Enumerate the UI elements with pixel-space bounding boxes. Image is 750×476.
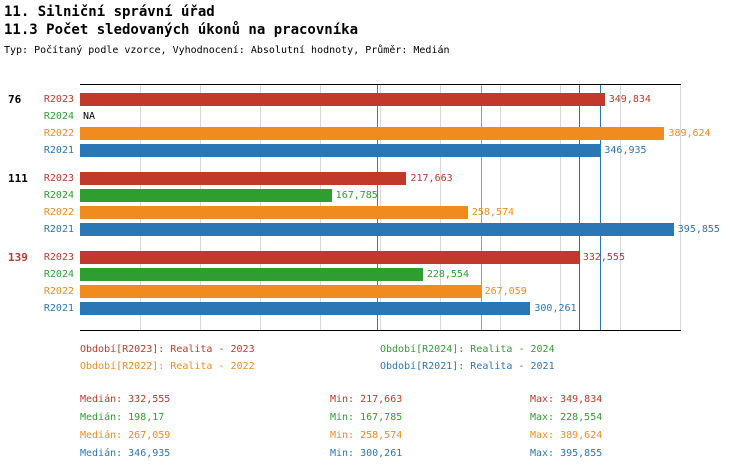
group-label: 76 [8, 93, 22, 106]
value-label: 389,624 [668, 128, 711, 139]
chart-legend: Období[R2023]: Realita - 2023 Období[R202… [80, 341, 750, 375]
group-label: 139 [8, 251, 28, 264]
bar [80, 93, 605, 106]
bar [80, 189, 332, 202]
bar-group: 139 R2023 332,555 R2024 228,554 R2022 267,059 R… [0, 249, 750, 317]
chart-stats: Medián: 332,555 Min: 217,663 Max: 349,834 M… [80, 391, 750, 463]
value-label: 346,935 [604, 145, 647, 156]
bar [80, 206, 468, 219]
value-label: NA [83, 111, 96, 122]
chart-meta: Typ: Počítaný podle vzorce, Vyhodnocení:… [4, 45, 450, 56]
bar [80, 302, 531, 315]
bar-plot: 300,261 [80, 302, 681, 315]
bar-row: R2022 258,574 [0, 204, 750, 221]
bar-plot: 389,624 [80, 127, 711, 140]
bar-plot: 395,855 [80, 223, 720, 236]
stat-median-r2021: Medián: 346,935 [80, 448, 171, 459]
stat-min-r2021: Min: 300,261 [330, 448, 403, 459]
stat-max-r2022: Max: 389,624 [530, 430, 603, 441]
bar [80, 223, 674, 236]
stat-median-r2024: Medián: 198,17 [80, 412, 165, 423]
stat-max-r2024: Max: 228,554 [530, 412, 603, 423]
grid-line [620, 85, 621, 330]
bar-row: R2021 395,855 [0, 221, 750, 238]
chart-body: 76 R2023 349,834 R2024 NA R2022 389,624 R2021 34… [0, 84, 750, 329]
bar-group: 76 R2023 349,834 R2024 NA R2022 389,624 R2021 34… [0, 91, 750, 159]
bar-row: R2021 300,261 [0, 300, 750, 317]
median-line-r2023 [578, 85, 580, 330]
bar-plot: 167,785 [80, 189, 681, 202]
bar-plot: 267,059 [80, 285, 681, 298]
median-line-r2022 [480, 85, 482, 330]
grid-line [680, 85, 681, 330]
stat-min-r2022: Min: 258,574 [330, 430, 403, 441]
bar [80, 268, 423, 281]
value-label: 300,261 [534, 303, 577, 314]
legend-item-r2022: Období[R2022]: Realita - 2022 [80, 361, 255, 372]
value-label: 349,834 [608, 94, 651, 105]
value-label: 167,785 [335, 190, 378, 201]
stat-max-r2023: Max: 349,834 [530, 394, 603, 405]
series-label: R2023 [43, 173, 74, 184]
bar [80, 285, 481, 298]
indicator-title: 11.3 Počet sledovaných úkonů na pracovní… [4, 22, 359, 38]
legend-item-r2021: Období[R2021]: Realita - 2021 [380, 361, 555, 372]
bar-row: 76 R2023 349,834 [0, 91, 750, 108]
series-label: R2023 [43, 252, 74, 263]
series-label: R2024 [43, 269, 74, 280]
bar-row: 111 R2023 217,663 [0, 170, 750, 187]
bar-plot: 217,663 [80, 172, 681, 185]
bar-row: R2024 228,554 [0, 266, 750, 283]
grid-line [560, 85, 561, 330]
bar-row: R2022 389,624 [0, 125, 750, 142]
bar-group: 111 R2023 217,663 R2024 167,785 R2022 258,574 R… [0, 170, 750, 238]
bar [80, 144, 601, 157]
bar [80, 251, 579, 264]
legend-item-r2024: Období[R2024]: Realita - 2024 [380, 344, 555, 355]
stat-min-r2023: Min: 217,663 [330, 394, 403, 405]
series-label: R2024 [43, 111, 74, 122]
bar-plot: 349,834 [80, 93, 681, 106]
value-label: 332,555 [582, 252, 625, 263]
bar-row: R2024 167,785 [0, 187, 750, 204]
group-label: 111 [8, 172, 28, 185]
value-label: 258,574 [471, 207, 515, 218]
series-label: R2022 [43, 128, 74, 139]
bar-plot: 228,554 [80, 268, 681, 281]
page-title: 11. Silniční správní úřad [4, 4, 215, 20]
bar-row: R2021 346,935 [0, 142, 750, 159]
page-header: 11. Silniční správní úřad 11.3 Počet sle… [0, 0, 750, 58]
stat-min-r2024: Min: 167,785 [330, 412, 403, 423]
series-label: R2022 [43, 207, 74, 218]
grid-line [500, 85, 501, 330]
bar-plot: NA [80, 110, 681, 123]
series-label: R2021 [43, 145, 74, 156]
median-line-r2021 [600, 85, 602, 330]
bar-row: R2022 267,059 [0, 283, 750, 300]
bar-plot: 346,935 [80, 144, 681, 157]
bar [80, 127, 665, 140]
bar-plot: 332,555 [80, 251, 681, 264]
value-label: 395,855 [677, 224, 720, 235]
bar-plot: 258,574 [80, 206, 681, 219]
series-label: R2024 [43, 190, 74, 201]
series-label: R2021 [43, 303, 74, 314]
series-label: R2021 [43, 224, 74, 235]
value-label: 267,059 [484, 286, 527, 297]
value-label: 228,554 [426, 269, 469, 280]
stat-median-r2023: Medián: 332,555 [80, 394, 171, 405]
value-label: 217,663 [410, 173, 453, 184]
bar [80, 172, 407, 185]
series-label: R2023 [43, 94, 74, 105]
stat-max-r2021: Max: 395,855 [530, 448, 603, 459]
stat-median-r2022: Medián: 267,059 [80, 430, 171, 441]
bar-row: 139 R2023 332,555 [0, 249, 750, 266]
legend-item-r2023: Období[R2023]: Realita - 2023 [80, 344, 255, 355]
series-label: R2022 [43, 286, 74, 297]
bar-chart: 76 R2023 349,834 R2024 NA R2022 389,624 R2021 34… [0, 84, 750, 331]
bar-row: R2024 NA [0, 108, 750, 125]
